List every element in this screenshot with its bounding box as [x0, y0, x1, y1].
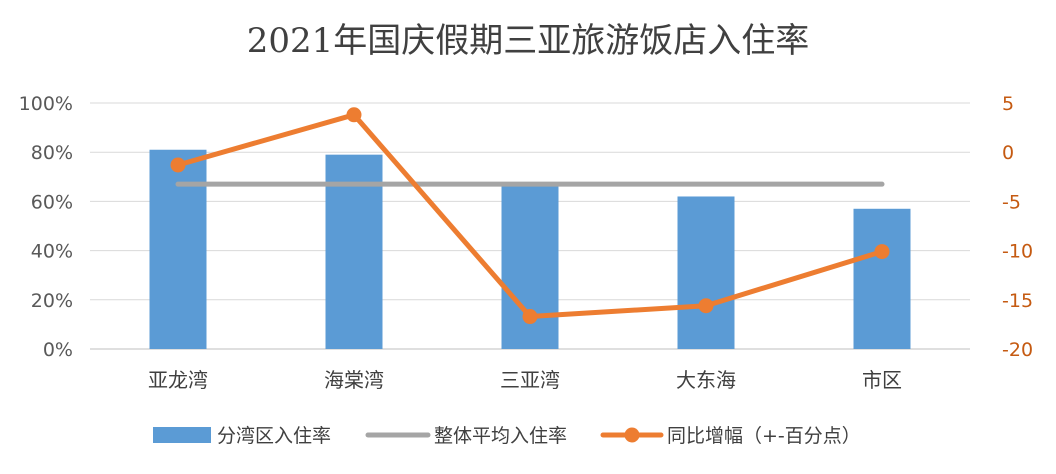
legend-label: 同比增幅（+-百分点）: [667, 425, 861, 447]
category-label: 三亚湾: [500, 368, 560, 392]
growth-point: [698, 298, 714, 314]
growth-line-series: [170, 107, 890, 325]
growth-point: [346, 107, 362, 123]
legend-label: 分湾区入住率: [217, 425, 331, 447]
legend-swatch-marker: [624, 427, 640, 443]
growth-point: [522, 309, 538, 325]
left-tick-label: 100%: [19, 93, 73, 115]
left-tick-label: 60%: [31, 191, 73, 213]
category-labels: 亚龙湾 海棠湾 三亚湾 大东海 市区: [148, 368, 902, 392]
growth-point: [170, 157, 186, 173]
left-tick-label: 40%: [31, 241, 73, 263]
bar: [677, 196, 735, 349]
right-tick-label: -5: [1002, 191, 1021, 213]
category-label: 大东海: [676, 368, 736, 392]
category-label: 市区: [862, 368, 902, 392]
legend-swatch-bar: [153, 427, 211, 443]
right-tick-label: -20: [1002, 339, 1033, 361]
left-tick-label: 20%: [31, 290, 73, 312]
legend-label: 整体平均入住率: [434, 425, 567, 447]
category-label: 海棠湾: [324, 368, 384, 392]
bar: [149, 149, 207, 349]
legend: 分湾区入住率 整体平均入住率 同比增幅（+-百分点）: [153, 425, 861, 447]
bar: [325, 154, 383, 349]
right-axis-ticks: -20 -15 -10 -5 0 5: [1002, 93, 1033, 361]
bar: [501, 184, 559, 349]
right-tick-label: 0: [1002, 142, 1014, 164]
left-tick-label: 0%: [43, 339, 73, 361]
left-tick-label: 80%: [31, 142, 73, 164]
left-axis-ticks: 0% 20% 40% 60% 80% 100%: [19, 93, 73, 361]
right-tick-label: -15: [1002, 290, 1033, 312]
right-tick-label: -10: [1002, 241, 1033, 263]
right-tick-label: 5: [1002, 93, 1014, 115]
category-label: 亚龙湾: [148, 368, 208, 392]
growth-point: [874, 244, 890, 260]
chart-title: 2021年国庆假期三亚旅游饭店入住率: [247, 21, 810, 61]
bar: [853, 208, 911, 349]
